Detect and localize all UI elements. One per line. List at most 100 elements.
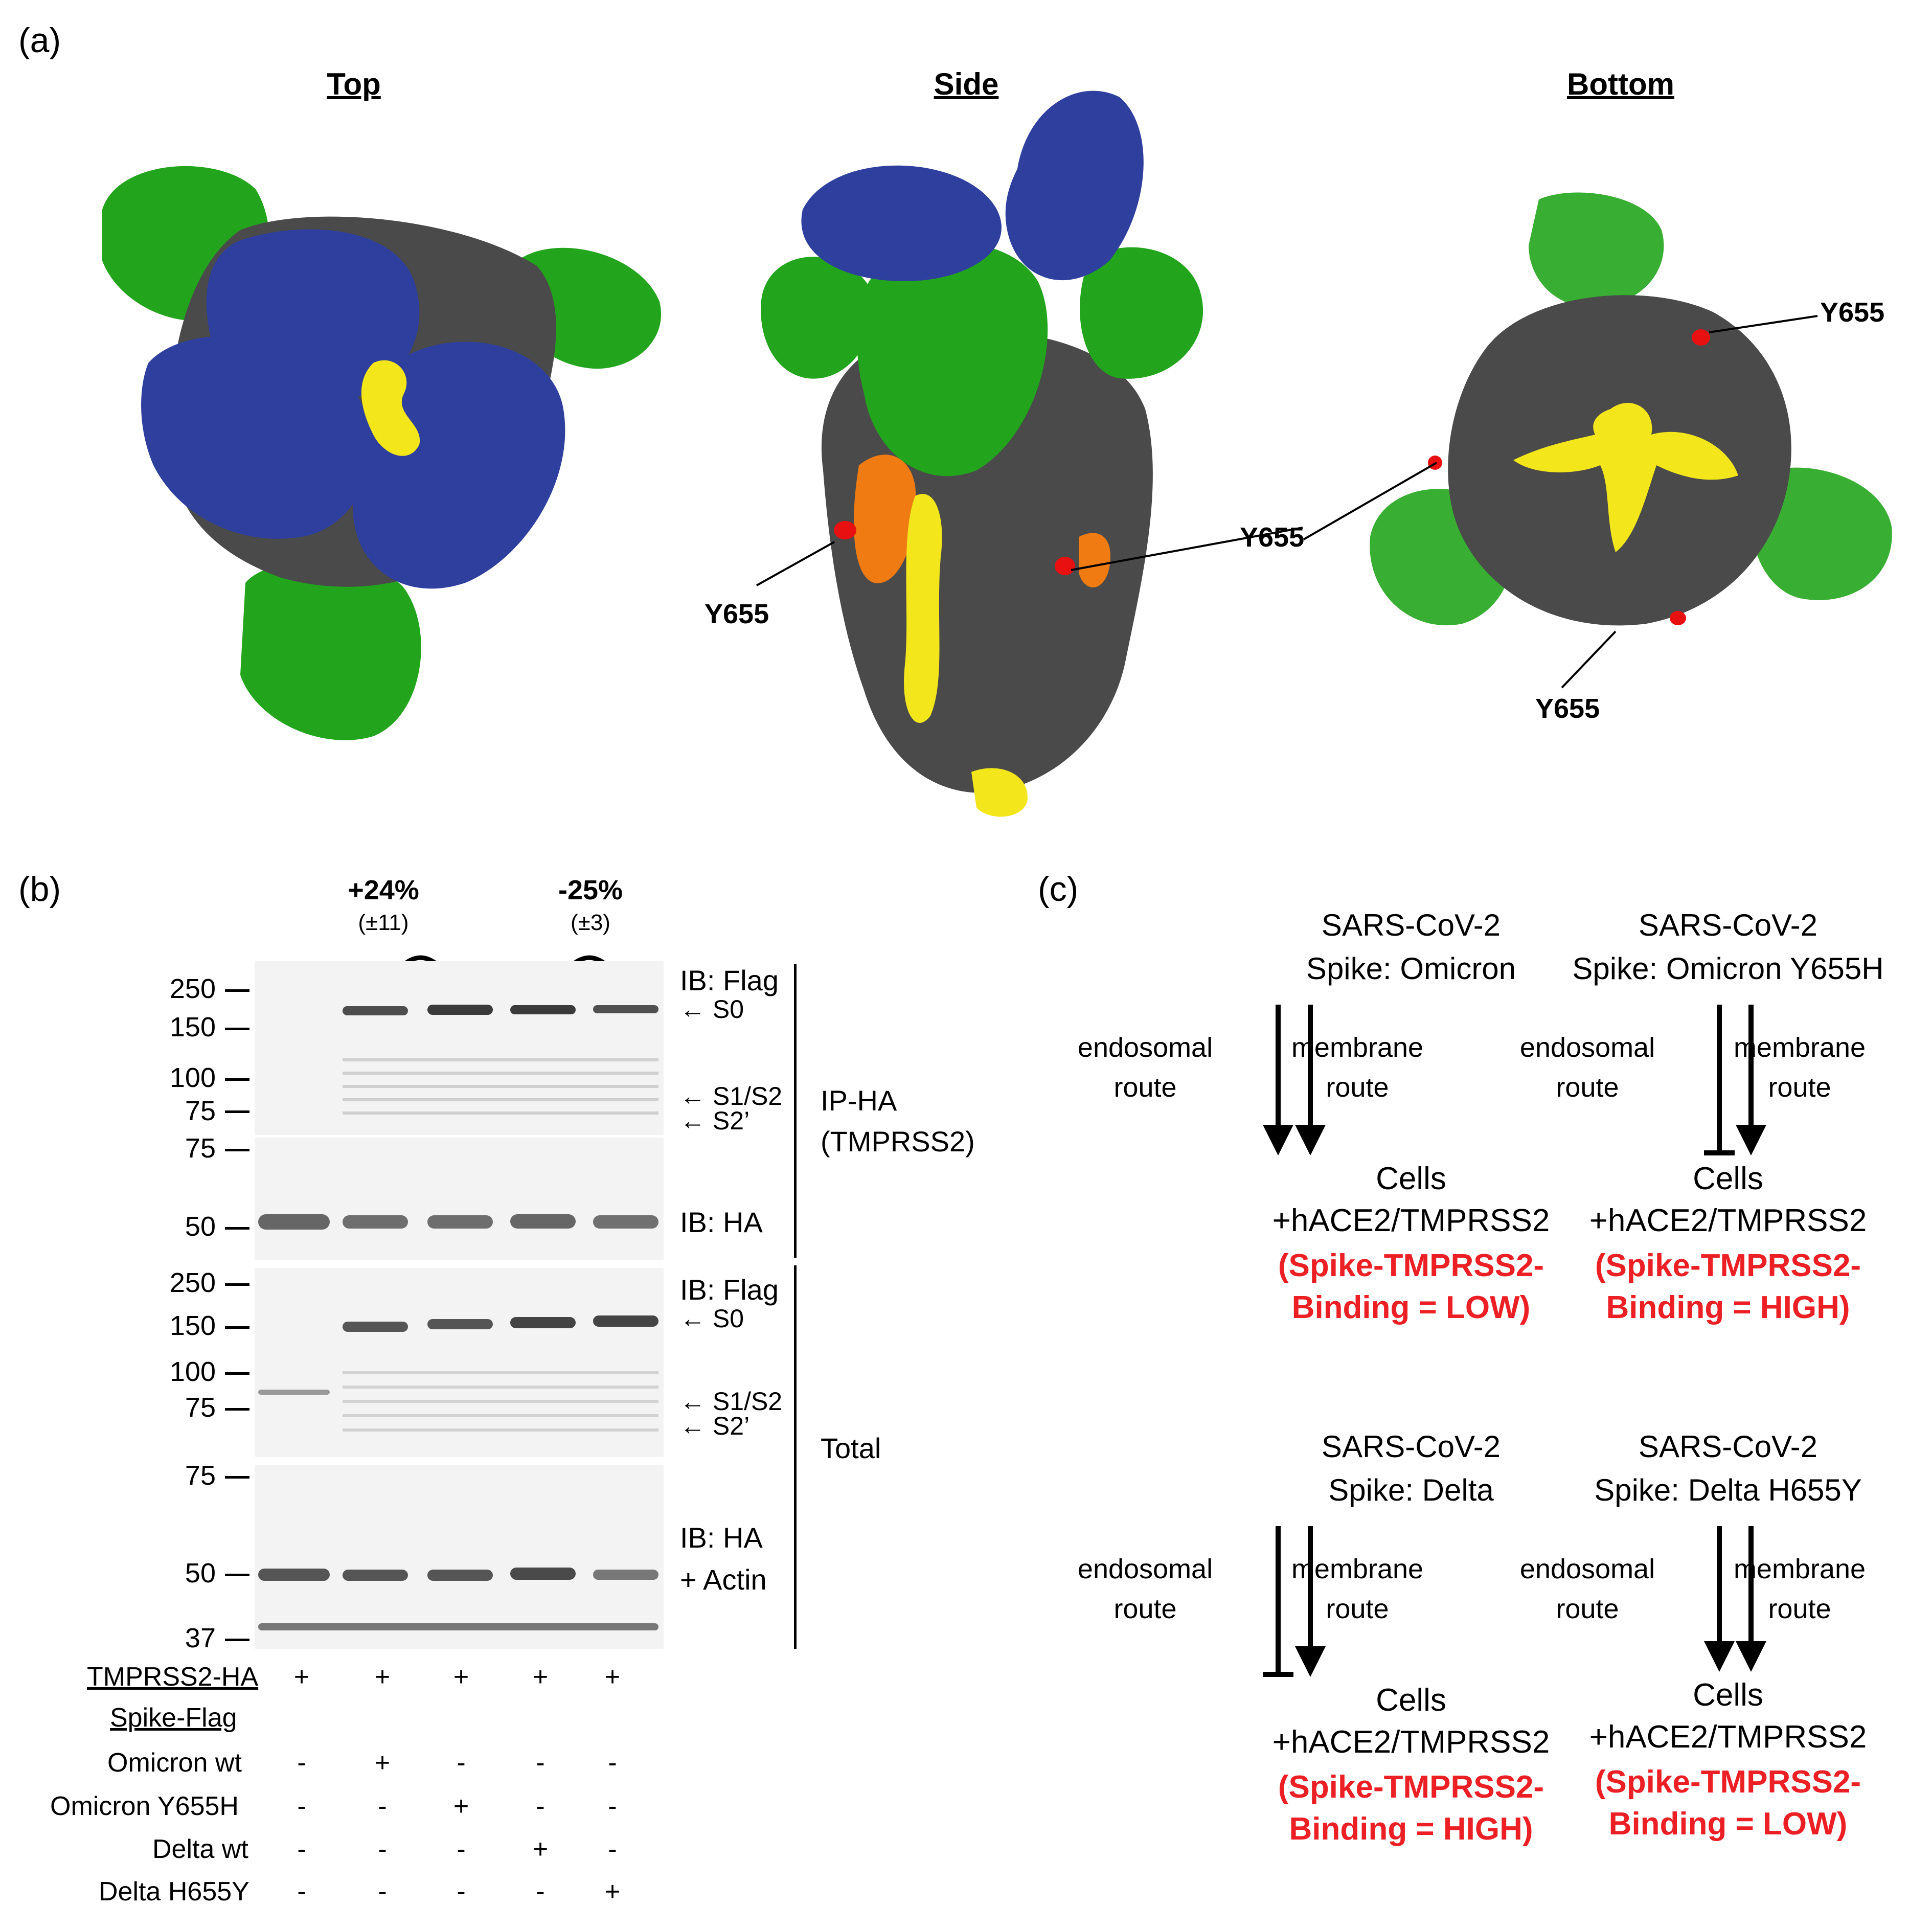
binding-line: Binding = LOW) — [1291, 1290, 1531, 1325]
band — [510, 1214, 576, 1229]
mw-tick — [225, 1149, 249, 1151]
block-title-line1: SARS-CoV-2 — [1638, 908, 1818, 942]
yellow-segment — [904, 494, 942, 723]
y655-label-side-left: Y655 — [704, 599, 769, 629]
band — [510, 1317, 576, 1328]
band — [427, 1319, 493, 1329]
table-row-label: Delta H655Y — [99, 1877, 249, 1907]
cells-word: Cells — [1376, 1161, 1446, 1196]
blue-domains — [801, 90, 1144, 281]
arrow-s0: ← S0 — [680, 1304, 744, 1333]
table-cell: - — [378, 1877, 387, 1907]
table-cell: - — [378, 1791, 387, 1821]
cells-word: Cells — [1376, 1683, 1446, 1718]
y655-label-bottom-1: Y655 — [1820, 297, 1885, 328]
mw-50: 50 — [185, 1558, 216, 1588]
ib-ha-label: IB: HA — [680, 1206, 763, 1238]
ib-flag-label: IB: Flag — [680, 1274, 779, 1306]
binding-line: (Spike-TMPRSS2- — [1278, 1248, 1544, 1283]
table-cell: - — [378, 1834, 387, 1864]
mw-37: 37 — [185, 1623, 216, 1653]
table-cell: - — [297, 1834, 306, 1864]
endosomal-route-label: endosomal route — [1069, 1549, 1222, 1629]
route-arrows — [1263, 1005, 1766, 1677]
y655-label-side-right: Y655 — [1240, 522, 1305, 553]
change-error-delta: (±3) — [571, 910, 610, 935]
block-title-line1: SARS-CoV-2 — [1321, 1429, 1501, 1464]
y655-residue-right — [1055, 557, 1075, 575]
route-word: endosomal — [1077, 1032, 1213, 1063]
table-row-label: Delta wt — [152, 1834, 248, 1864]
membrane-route-label: membrane route — [1281, 1028, 1434, 1107]
table-cell: - — [536, 1877, 545, 1907]
spike-structure-side-view — [761, 90, 1203, 817]
yellow-base — [971, 768, 1028, 817]
block-title-line2: Spike: Delta — [1328, 1473, 1494, 1507]
s1s2-label: S1/S2 — [712, 1082, 783, 1110]
spike-structure-bottom-view — [1370, 192, 1892, 626]
binding-line: Binding = LOW) — [1608, 1806, 1848, 1842]
yellow-center — [1513, 403, 1738, 552]
membrane-route-label: membrane route — [1723, 1549, 1876, 1629]
band — [343, 1570, 408, 1581]
mw-75: 75 — [185, 1460, 216, 1491]
view-title-side: Side — [934, 67, 999, 101]
binding-line: Binding = HIGH) — [1606, 1290, 1850, 1325]
mw-75: 75 — [185, 1096, 216, 1126]
table-cell: + — [604, 1877, 621, 1907]
mw-100: 100 — [169, 1356, 216, 1387]
table-row-label: Omicron Y655H — [50, 1791, 239, 1821]
table-cell: - — [297, 1877, 306, 1907]
route-word: route — [1768, 1594, 1831, 1624]
route-word: membrane — [1291, 1554, 1424, 1584]
band — [258, 1569, 330, 1581]
table-cell: - — [297, 1791, 306, 1821]
mw-tick — [225, 1639, 249, 1641]
band-ladder — [343, 1048, 658, 1125]
endosomal-route-label: endosomal route — [1069, 1028, 1222, 1107]
route-word: route — [1556, 1594, 1619, 1624]
table-cell: - — [608, 1791, 617, 1821]
arrow-s2prime: ← S2’ — [680, 1412, 750, 1440]
cells-label: Cells +hACE2/TMPRSS2 — [1207, 1680, 1616, 1763]
y655-residue-1 — [1692, 329, 1710, 346]
mw-tick — [225, 1227, 249, 1230]
mw-100: 100 — [169, 1062, 216, 1093]
ib-ha-label: IB: HA — [680, 1522, 763, 1554]
yellow-center — [361, 360, 420, 456]
band — [593, 1570, 658, 1580]
block-title-line1: SARS-CoV-2 — [1321, 908, 1501, 942]
table-cell: - — [297, 1748, 306, 1778]
mw-150: 150 — [169, 1310, 216, 1341]
table-cell: + — [532, 1834, 549, 1864]
mw-50: 50 — [185, 1211, 216, 1242]
blue-domains — [141, 229, 565, 589]
arrow-s1s2: ← S1/S2 — [680, 1387, 783, 1416]
binding-line: (Spike-TMPRSS2- — [1278, 1769, 1544, 1805]
table-cell: - — [536, 1748, 545, 1778]
block-title-line2: Spike: Omicron Y655H — [1572, 951, 1884, 986]
membrane-route-label: membrane route — [1281, 1549, 1434, 1629]
arrow-s2prime: ← S2’ — [680, 1106, 750, 1135]
block-title-line2: Spike: Delta H655Y — [1594, 1473, 1862, 1507]
table-cell: + — [532, 1662, 549, 1692]
change-pct-delta: -25% — [558, 875, 623, 905]
cells-label: Cells +hACE2/TMPRSS2 — [1207, 1158, 1616, 1242]
table-cell: - — [457, 1748, 466, 1778]
route-word: membrane — [1733, 1032, 1866, 1063]
binding-line: Binding = HIGH) — [1289, 1811, 1533, 1847]
s0-label: S0 — [712, 995, 744, 1024]
band — [510, 1005, 576, 1014]
binding-result: (Spike-TMPRSS2- Binding = HIGH) — [1207, 1766, 1616, 1850]
band — [593, 1005, 658, 1013]
binding-result: (Spike-TMPRSS2- Binding = LOW) — [1207, 1245, 1616, 1329]
arrow-s0: ← S0 — [680, 995, 744, 1024]
route-word: endosomal — [1077, 1554, 1213, 1584]
table-cell: - — [457, 1834, 466, 1864]
actin-band — [258, 1623, 658, 1630]
panel-b-label: (b) — [18, 870, 61, 909]
band — [258, 1214, 330, 1230]
band — [427, 1570, 493, 1581]
table-row-label: Spike-Flag — [110, 1703, 237, 1733]
ip-ha-label: IP-HA — [821, 1084, 897, 1117]
